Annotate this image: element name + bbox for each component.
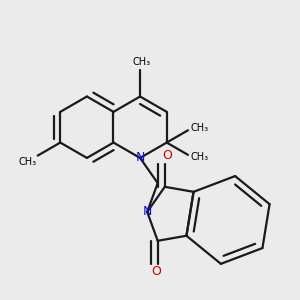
Text: CH₃: CH₃ (191, 123, 209, 133)
Text: N: N (142, 206, 152, 218)
Text: N: N (135, 152, 145, 164)
Text: CH₃: CH₃ (132, 58, 150, 68)
Text: O: O (151, 265, 161, 278)
Text: CH₃: CH₃ (19, 157, 37, 166)
Text: O: O (162, 149, 172, 162)
Text: CH₃: CH₃ (191, 152, 209, 162)
